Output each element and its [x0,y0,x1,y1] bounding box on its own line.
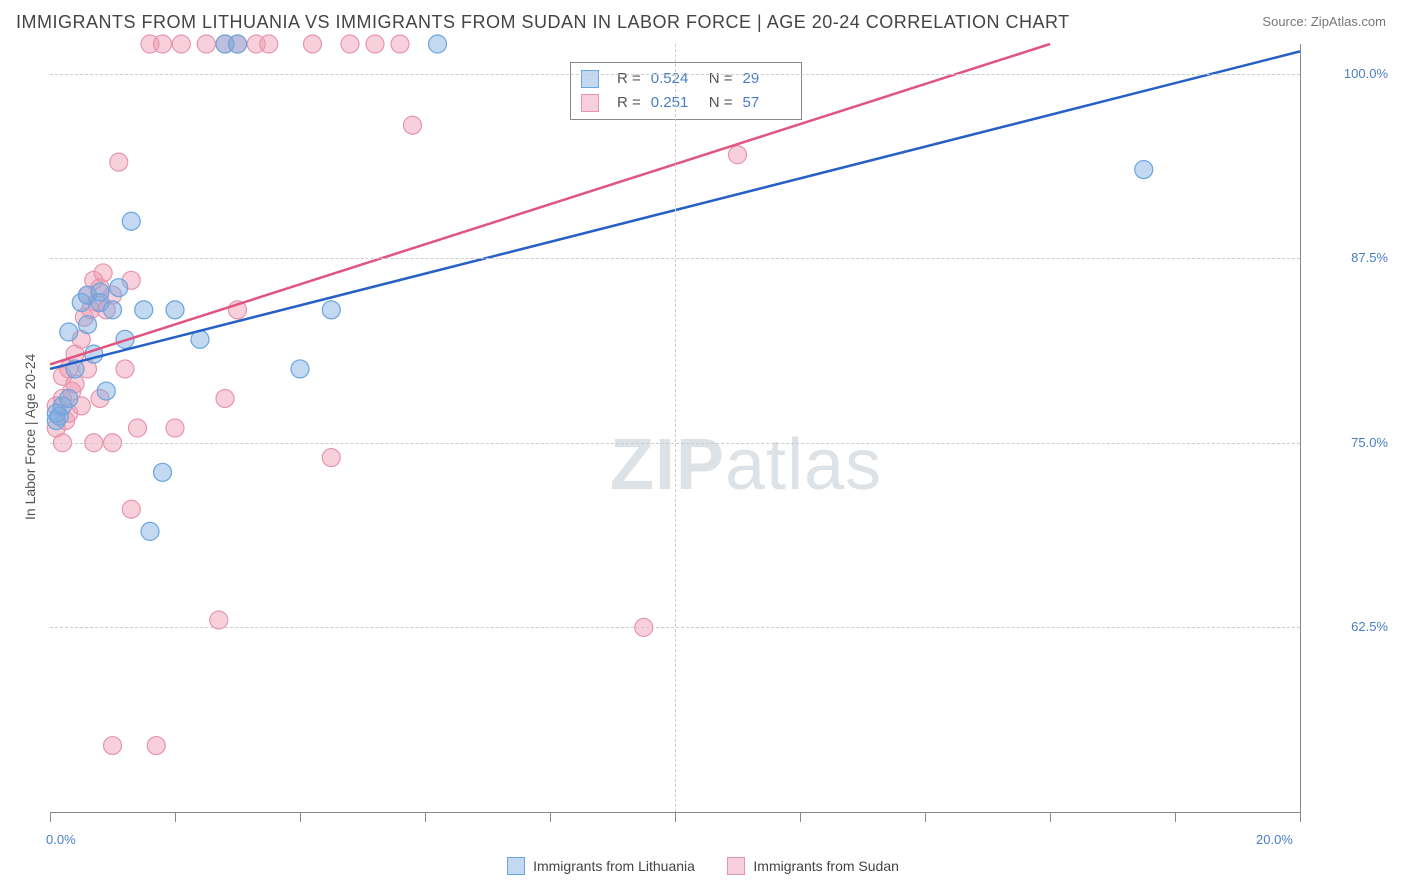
swatch-lithuania-bottom [507,857,525,875]
data-point [341,35,359,53]
data-point [97,382,115,400]
x-minor-tick [925,812,926,822]
n-label: N = [709,91,733,115]
data-point [110,279,128,297]
data-point [129,419,147,437]
data-point [304,35,322,53]
y-tick-label: 87.5% [1308,250,1388,265]
data-point [154,463,172,481]
x-minor-tick [1050,812,1051,822]
data-point [122,212,140,230]
swatch-sudan [581,94,599,112]
legend-row-lithuania: R = 0.524 N = 29 [581,67,791,91]
y-tick-label: 100.0% [1308,66,1388,81]
data-point [166,301,184,319]
data-point [79,316,97,334]
legend-label-sudan: Immigrants from Sudan [753,858,899,874]
y-tick-label: 62.5% [1308,619,1388,634]
x-minor-tick [425,812,426,822]
x-minor-tick [1175,812,1176,822]
legend-bottom: Immigrants from Lithuania Immigrants fro… [0,857,1406,880]
n-label: N = [709,67,733,91]
correlation-legend-box: R = 0.524 N = 29 R = 0.251 N = 57 [570,62,802,120]
x-tick-label: 0.0% [46,832,76,847]
data-point [116,360,134,378]
plot-area: ZIPatlas R = 0.524 N = 29 R = 0.251 N = … [50,44,1301,813]
trend-line [50,44,1050,364]
gridline-vertical [675,44,676,812]
data-point [404,116,422,134]
data-point [122,500,140,518]
data-point [147,737,165,755]
x-minor-tick [175,812,176,822]
r-label: R = [617,67,641,91]
chart-container: IMMIGRANTS FROM LITHUANIA VS IMMIGRANTS … [0,0,1406,892]
data-point [60,323,78,341]
data-point [104,301,122,319]
y-axis-title: In Labor Force | Age 20-24 [22,354,38,520]
data-point [91,283,109,301]
data-point [135,301,153,319]
data-point [366,35,384,53]
x-minor-tick [800,812,801,822]
data-point [322,301,340,319]
data-point [229,35,247,53]
legend-item-sudan: Immigrants from Sudan [727,857,899,875]
data-point [141,522,159,540]
data-point [429,35,447,53]
data-point [60,389,78,407]
n-value-lithuania: 29 [743,67,791,91]
data-point [154,35,172,53]
data-point [197,35,215,53]
legend-row-sudan: R = 0.251 N = 57 [581,91,791,115]
legend-item-lithuania: Immigrants from Lithuania [507,857,695,875]
n-value-sudan: 57 [743,91,791,115]
chart-title: IMMIGRANTS FROM LITHUANIA VS IMMIGRANTS … [16,12,1070,33]
data-point [1135,161,1153,179]
x-minor-tick [300,812,301,822]
source-attribution: Source: ZipAtlas.com [1262,14,1386,29]
swatch-sudan-bottom [727,857,745,875]
x-minor-tick [550,812,551,822]
x-tick [1300,812,1301,822]
data-point [291,360,309,378]
data-point [260,35,278,53]
data-point [322,449,340,467]
legend-label-lithuania: Immigrants from Lithuania [533,858,695,874]
source-label: Source: [1262,14,1307,29]
data-point [166,419,184,437]
data-point [210,611,228,629]
data-point [104,737,122,755]
data-point [172,35,190,53]
data-point [729,146,747,164]
r-label: R = [617,91,641,115]
data-point [110,153,128,171]
y-tick-label: 75.0% [1308,435,1388,450]
source-name: ZipAtlas.com [1311,14,1386,29]
x-tick-label: 20.0% [1256,832,1293,847]
x-tick [50,812,51,822]
data-point [94,264,112,282]
x-tick [675,812,676,822]
data-point [216,389,234,407]
data-point [391,35,409,53]
